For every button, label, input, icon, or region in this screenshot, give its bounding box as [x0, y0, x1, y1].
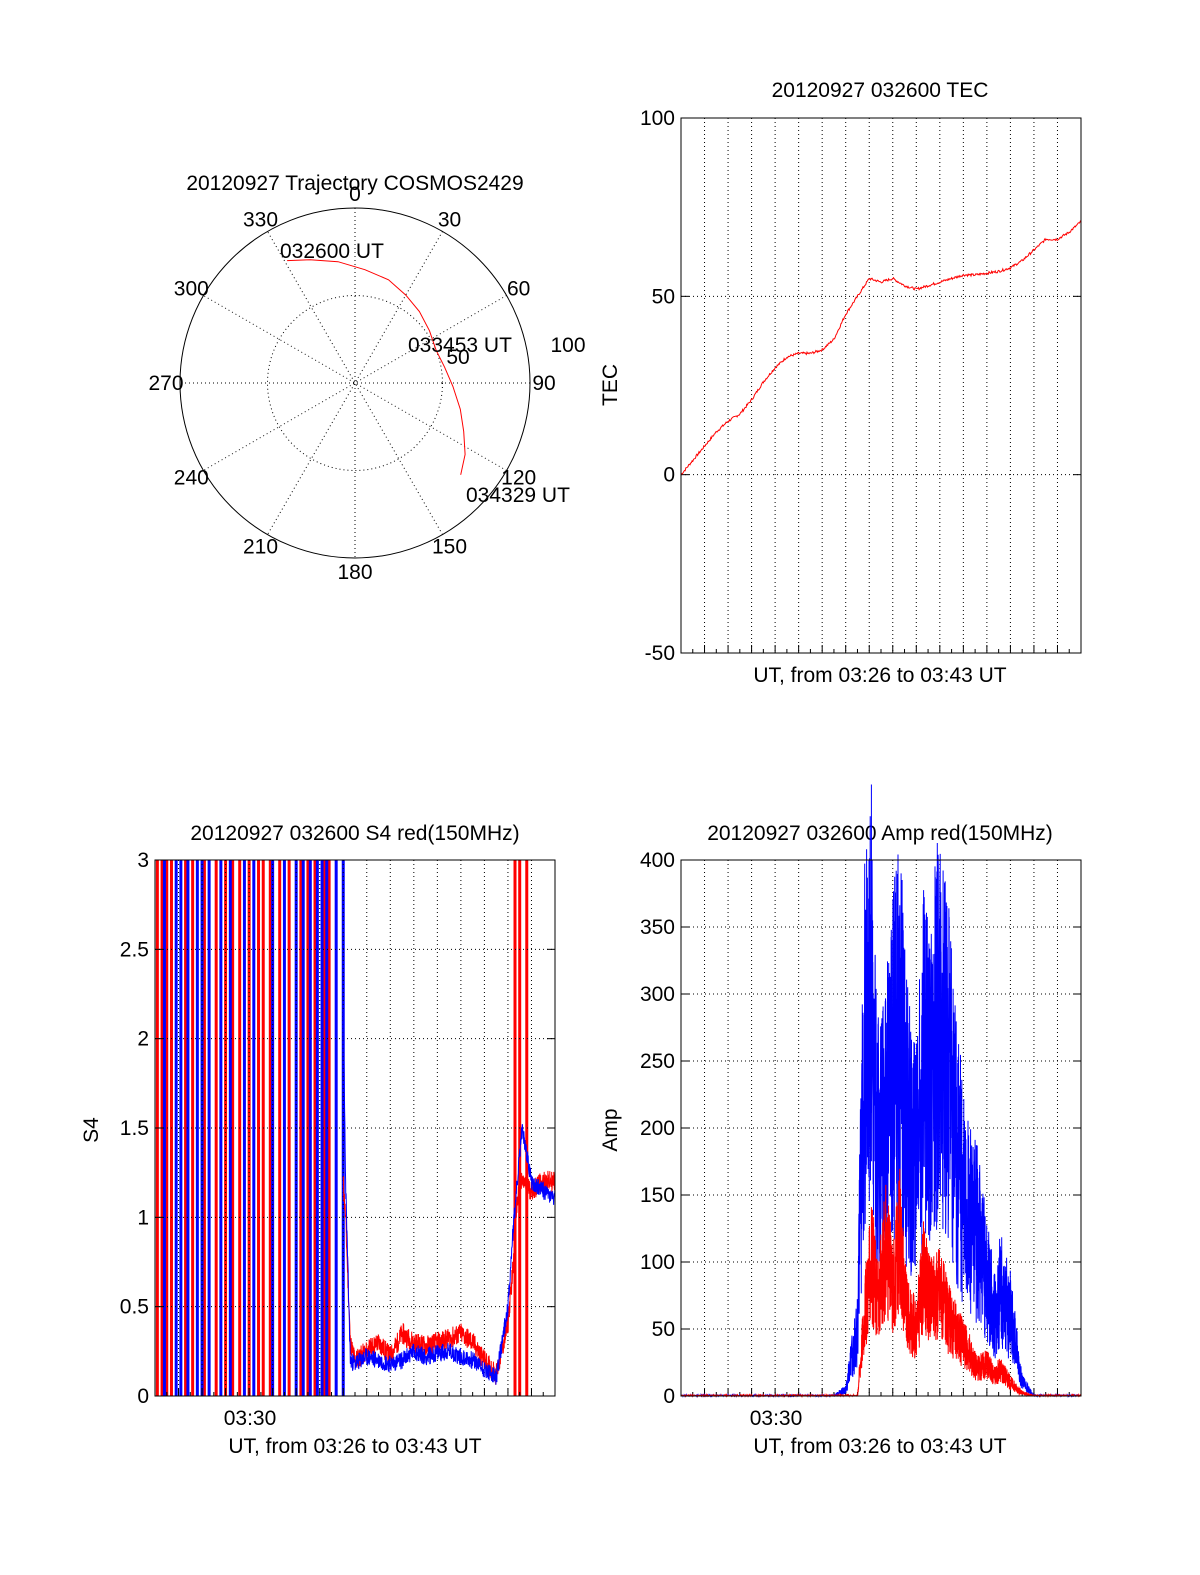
s4-plot-frame — [154, 859, 556, 1397]
amp-panel: 20120927 032600 Amp red(150MHz) 0 50 100 15… — [599, 784, 1082, 1458]
y-tick-label: 350 — [640, 916, 675, 939]
amp-plot-frame — [680, 859, 1082, 1397]
y-tick-label: 250 — [640, 1050, 675, 1073]
tec-x-axis-label: UT, from 03:26 to 03:43 UT — [753, 664, 1006, 687]
s4-red-series-line — [342, 1170, 556, 1385]
annotation-end-time: 034329 UT — [466, 484, 570, 507]
polar-angle-label: 60 — [507, 278, 530, 301]
y-tick-label: 50 — [652, 1318, 675, 1341]
y-tick-label: 1 — [137, 1206, 149, 1229]
polar-angle-label: 330 — [243, 208, 278, 231]
amp-title: 20120927 032600 Amp red(150MHz) — [707, 822, 1053, 845]
s4-y-axis-label: S4 — [80, 1117, 103, 1143]
s4-blue-series-line — [342, 1009, 556, 1385]
tec-y-ticks: -50 0 50 100 — [640, 107, 1082, 665]
polar-title: 20120927 Trajectory COSMOS2429 — [186, 172, 523, 195]
y-tick-label: 50 — [652, 285, 675, 308]
tec-series-line — [680, 220, 1082, 475]
s4-x-axis-label: UT, from 03:26 to 03:43 UT — [228, 1435, 481, 1458]
s4-x-tick-label: 03:30 — [224, 1407, 277, 1430]
polar-angle-label: 300 — [174, 278, 209, 301]
y-tick-label: 0 — [663, 464, 675, 487]
y-tick-label: -50 — [645, 642, 675, 665]
y-tick-label: 300 — [640, 983, 675, 1006]
y-tick-label: 3 — [137, 849, 149, 872]
polar-angle-label: 270 — [148, 372, 183, 395]
tec-panel: 20120927 032600 TEC -50 0 50 100 UT, from 0… — [599, 79, 1082, 687]
y-tick-label: 400 — [640, 849, 675, 872]
y-tick-label: 2.5 — [120, 938, 149, 961]
polar-inner-circle — [267, 295, 443, 471]
polar-angle-label: 120 — [501, 467, 536, 490]
polar-angle-labels: 0 30 60 90 120 150 180 210 240 270 300 330 — [148, 183, 555, 584]
s4-title: 20120927 032600 S4 red(150MHz) — [190, 822, 519, 845]
y-tick-label: 2 — [137, 1028, 149, 1051]
y-tick-label: 1.5 — [120, 1117, 149, 1140]
tec-plot-frame — [680, 117, 1082, 654]
annotation-mid-time: 033453 UT — [408, 334, 512, 357]
polar-angle-label: 240 — [174, 467, 209, 490]
annotation-start-time: 032600 UT — [280, 240, 384, 263]
polar-radius-label-50: 50 — [446, 346, 469, 369]
y-tick-label: 150 — [640, 1184, 675, 1207]
amp-y-ticks: 0 50 100 150 200 250 300 350 400 — [640, 849, 1082, 1408]
polar-angle-label: 210 — [243, 536, 278, 559]
y-tick-label: 0 — [663, 1385, 675, 1408]
polar-angle-label: 30 — [438, 208, 461, 231]
trajectory-line — [287, 259, 466, 475]
amp-x-tick-label: 03:30 — [750, 1407, 803, 1430]
polar-radius-label-100: 100 — [550, 334, 585, 357]
polar-angle-label: 180 — [337, 561, 372, 584]
amp-y-axis-label: Amp — [599, 1108, 622, 1151]
s4-saturated-spikes — [155, 860, 529, 1396]
s4-gridlines — [155, 860, 555, 1396]
tec-y-axis-label: TEC — [599, 364, 622, 406]
y-tick-label: 0 — [137, 1385, 149, 1408]
s4-panel: 20120927 032600 S4 red(150MHz) 0 0.5 1 1.5 2… — [80, 822, 556, 1458]
polar-trajectory-panel: 20120927 Trajectory COSMOS2429 0 30 60 90 12… — [148, 172, 585, 584]
y-tick-label: 100 — [640, 107, 675, 130]
amp-x-axis-label: UT, from 03:26 to 03:43 UT — [753, 1435, 1006, 1458]
y-tick-label: 0.5 — [120, 1296, 149, 1319]
tec-gridlines — [681, 118, 1081, 653]
polar-angle-label: 90 — [532, 372, 555, 395]
s4-y-ticks: 0 0.5 1 1.5 2 2.5 3 — [120, 849, 556, 1408]
tec-title: 20120927 032600 TEC — [772, 79, 989, 102]
y-tick-label: 100 — [640, 1251, 675, 1274]
polar-angle-label: 0 — [349, 183, 361, 206]
polar-angle-label: 150 — [432, 536, 467, 559]
y-tick-label: 200 — [640, 1117, 675, 1140]
